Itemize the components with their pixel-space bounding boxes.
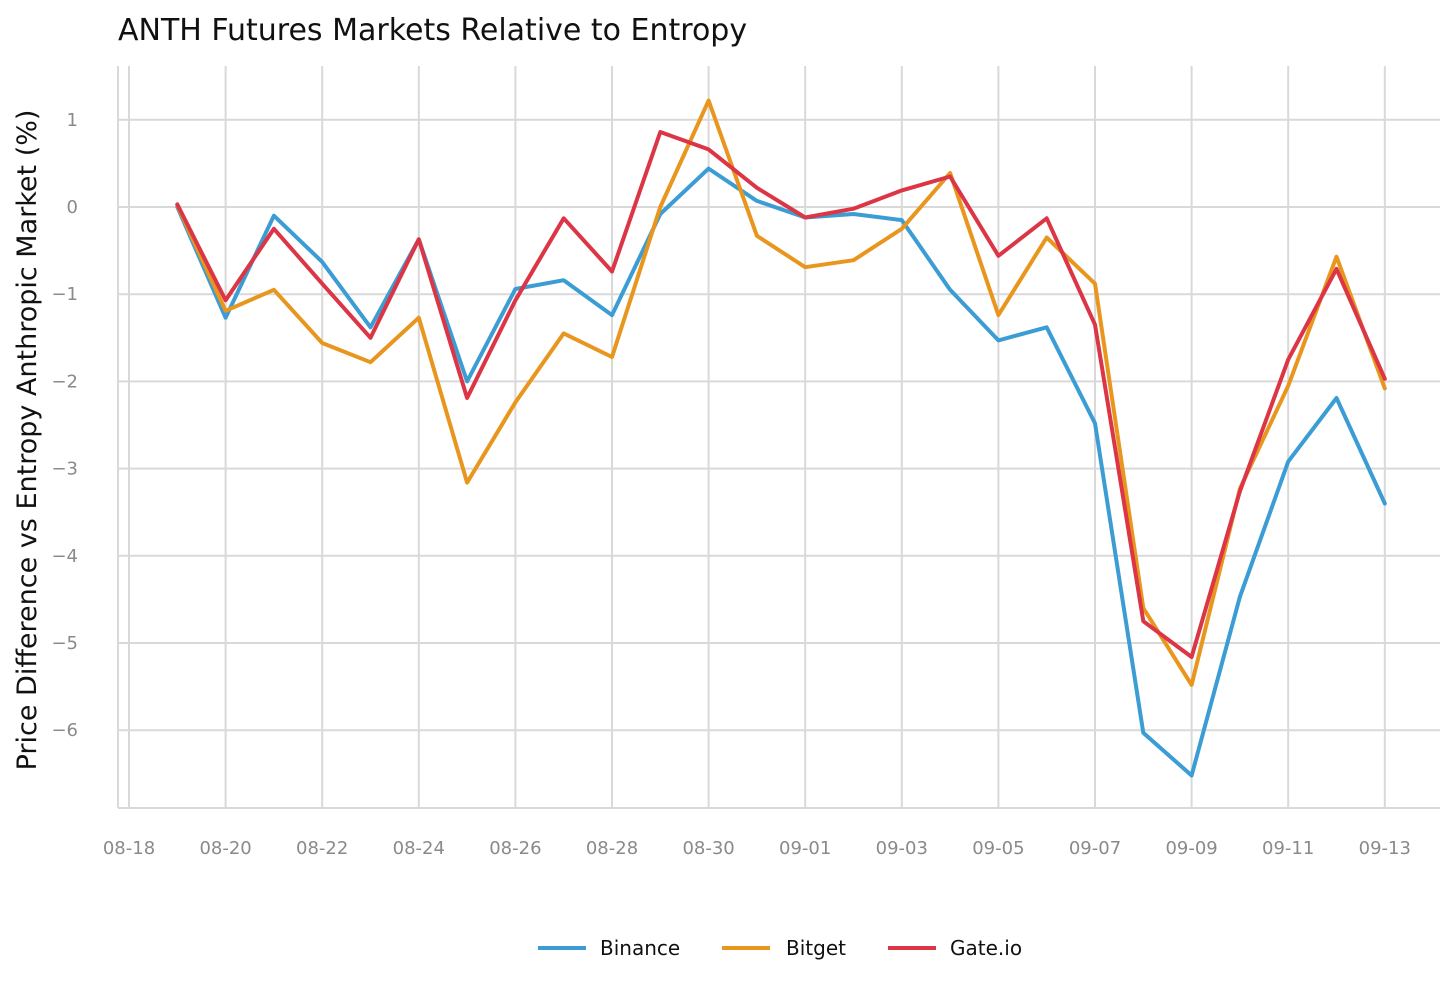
y-tick-label: −4 bbox=[51, 546, 78, 567]
chart-title: ANTH Futures Markets Relative to Entropy bbox=[118, 13, 747, 48]
x-tick-label: 09-03 bbox=[876, 838, 928, 859]
series-line-binance bbox=[175, 166, 1387, 778]
x-tick-label: 09-11 bbox=[1262, 838, 1314, 859]
x-tick-label: 09-01 bbox=[779, 838, 831, 859]
tick-labels: 08-18 08-20 08-22 08-24 08-26 08-28 08-30 09-01… bbox=[51, 110, 1411, 859]
legend-label-gate-io: Gate.io bbox=[950, 936, 1022, 960]
legend-label-bitget: Bitget bbox=[786, 936, 846, 960]
y-tick-label: −3 bbox=[51, 459, 78, 480]
x-tick-label: 08-22 bbox=[296, 838, 348, 859]
series-lines bbox=[175, 98, 1387, 778]
x-tick-label: 08-20 bbox=[199, 838, 251, 859]
x-tick-label: 08-30 bbox=[682, 838, 734, 859]
x-tick-label: 08-26 bbox=[489, 838, 541, 859]
y-tick-label: −1 bbox=[51, 284, 78, 305]
y-tick-label: −6 bbox=[51, 720, 78, 741]
y-tick-label: −2 bbox=[51, 371, 78, 392]
x-tick-label: 09-05 bbox=[972, 838, 1024, 859]
y-tick-label: 1 bbox=[67, 110, 78, 131]
legend-label-binance: Binance bbox=[600, 936, 680, 960]
series-line-gate-io bbox=[175, 130, 1387, 659]
x-tick-label: 08-18 bbox=[103, 838, 155, 859]
x-tick-label: 08-24 bbox=[393, 838, 445, 859]
axes bbox=[117, 66, 1440, 809]
series-line-bitget bbox=[175, 98, 1387, 687]
x-tick-label: 09-09 bbox=[1165, 838, 1217, 859]
y-tick-label: −5 bbox=[51, 633, 78, 654]
y-axis-label: Price Difference vs Entropy Anthropic Ma… bbox=[12, 110, 43, 771]
x-tick-label: 09-07 bbox=[1069, 838, 1121, 859]
x-tick-label: 09-13 bbox=[1359, 838, 1411, 859]
legend: Binance Bitget Gate.io bbox=[538, 936, 1022, 960]
x-tick-label: 08-28 bbox=[586, 838, 638, 859]
grid-lines bbox=[118, 66, 1440, 808]
y-tick-label: 0 bbox=[67, 197, 78, 218]
